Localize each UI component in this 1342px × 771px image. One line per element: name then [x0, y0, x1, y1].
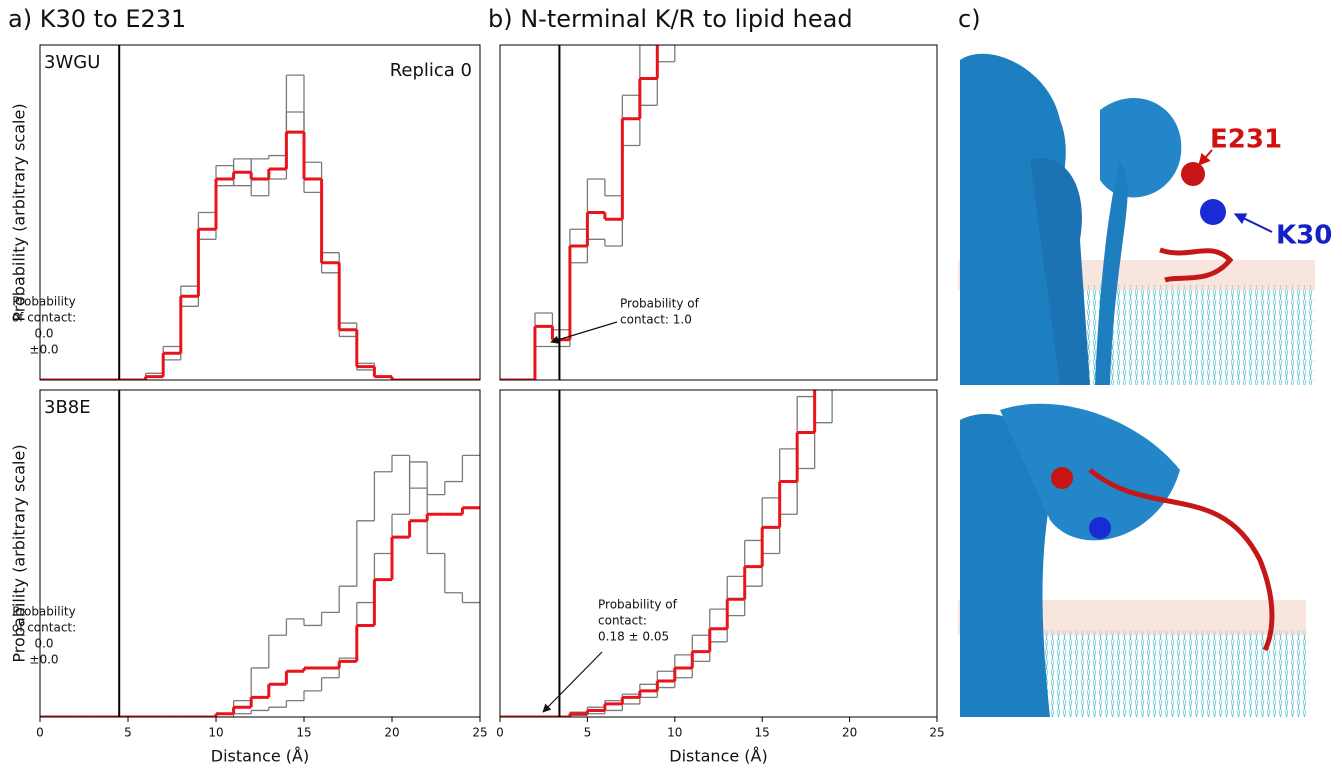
plot-area	[500, 325, 850, 717]
replica-label: Replica 0	[390, 60, 472, 81]
residue-label: K30	[1276, 221, 1332, 251]
annotation: ±0.0	[29, 343, 58, 357]
x-tick-label: 25	[929, 726, 944, 740]
x-tick-label: 10	[208, 726, 223, 740]
x-tick-label: 10	[667, 726, 682, 740]
figure: c) E231 K30 a) K30 to E231 3WGU Replica 0 P…	[0, 0, 1342, 767]
x-tick-label: 15	[755, 726, 770, 740]
residue-label: E231	[1210, 125, 1282, 155]
y-axis-label: Probability (arbitrary scale)	[10, 103, 29, 321]
panel-title: c)	[958, 5, 981, 33]
annotation-arrow	[543, 652, 602, 712]
x-tick-label: 20	[842, 726, 857, 740]
x-axis-label: Distance (Å)	[211, 747, 309, 766]
annotation-arrow	[551, 322, 617, 342]
annotation: 0.0	[34, 327, 53, 341]
plot-area	[40, 75, 480, 380]
x-tick-label: 0	[36, 726, 44, 740]
annotation: 0.18 ± 0.05	[598, 630, 669, 644]
plot-area	[40, 455, 480, 717]
panel-title: a) K30 to E231	[8, 5, 186, 33]
x-tick-label: 5	[124, 726, 132, 740]
panel-title: b) N-terminal K/R to lipid head	[488, 5, 853, 33]
annotation: Probability	[12, 605, 75, 619]
plot-frame	[500, 390, 937, 717]
annotation: contact: 1.0	[620, 313, 692, 327]
annotation: contact:	[598, 614, 647, 628]
x-tick-label: 0	[496, 726, 504, 740]
x-tick-label: 5	[584, 726, 592, 740]
annotation: Probability of	[620, 297, 700, 311]
x-tick-label: 25	[472, 726, 487, 740]
system-label: 3WGU	[44, 52, 100, 73]
annotation: of contact:	[12, 311, 76, 325]
annotation: Probability of	[598, 598, 678, 612]
annotation: of contact:	[12, 621, 76, 635]
structure-panel: c) E231 K30	[958, 5, 1332, 717]
plot-frame	[40, 45, 480, 380]
x-tick-label: 20	[384, 726, 399, 740]
annotation: Probability	[12, 295, 75, 309]
x-axis-label: Distance (Å)	[669, 747, 767, 766]
annotation: 0.0	[34, 637, 53, 651]
x-tick-label: 15	[296, 726, 311, 740]
annotation: ±0.0	[29, 653, 58, 667]
system-label: 3B8E	[44, 397, 91, 418]
